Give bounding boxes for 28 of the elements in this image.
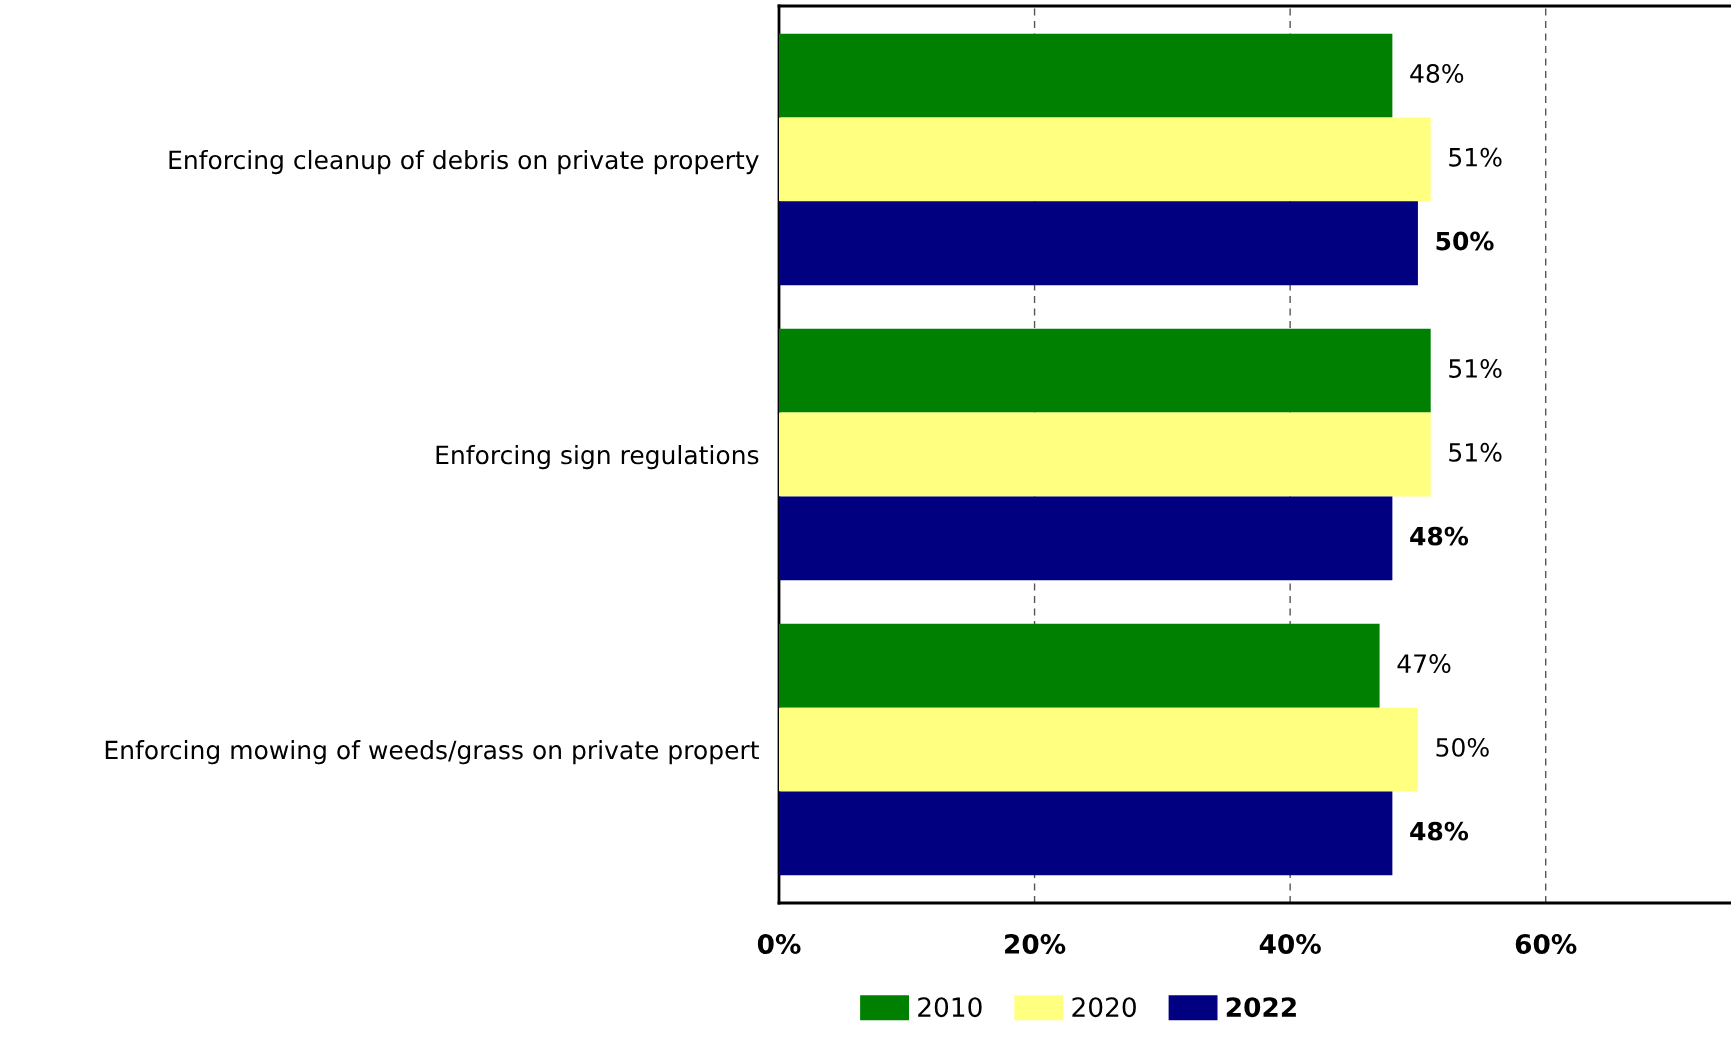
data-label: 51% <box>1449 147 1502 167</box>
y-tick-label: Enforcing cleanup of debris on private property <box>169 149 759 175</box>
legend-label: 2010 <box>918 997 982 1018</box>
bar <box>779 117 1431 202</box>
data-label: 50% <box>1436 231 1494 251</box>
data-label: 48% <box>1410 821 1469 841</box>
bar <box>779 201 1418 286</box>
data-label: 50% <box>1436 737 1489 757</box>
data-label: 48% <box>1410 526 1469 546</box>
x-tick-label: 0% <box>757 934 801 954</box>
bar <box>779 328 1431 413</box>
y-tick-label: Enforcing mowing of weeds/grass on private propert <box>105 740 759 765</box>
legend-label: 2020 <box>1072 997 1136 1018</box>
x-tick-label: 40% <box>1259 934 1321 954</box>
legend-label: 2022 <box>1226 997 1296 1018</box>
bar <box>779 33 1393 118</box>
data-label: 48% <box>1410 63 1464 83</box>
x-tick-label: 20% <box>1005 934 1066 954</box>
bar <box>779 412 1431 497</box>
bar <box>779 496 1393 581</box>
data-label: 47% <box>1397 654 1451 674</box>
data-label: 51% <box>1449 442 1502 462</box>
y-tick-label: Enforcing sign regulations <box>436 445 759 470</box>
bar <box>779 623 1380 708</box>
data-label: 51% <box>1449 359 1502 378</box>
bar <box>779 791 1393 876</box>
x-tick-label: 60% <box>1515 934 1577 954</box>
bar <box>779 707 1418 792</box>
